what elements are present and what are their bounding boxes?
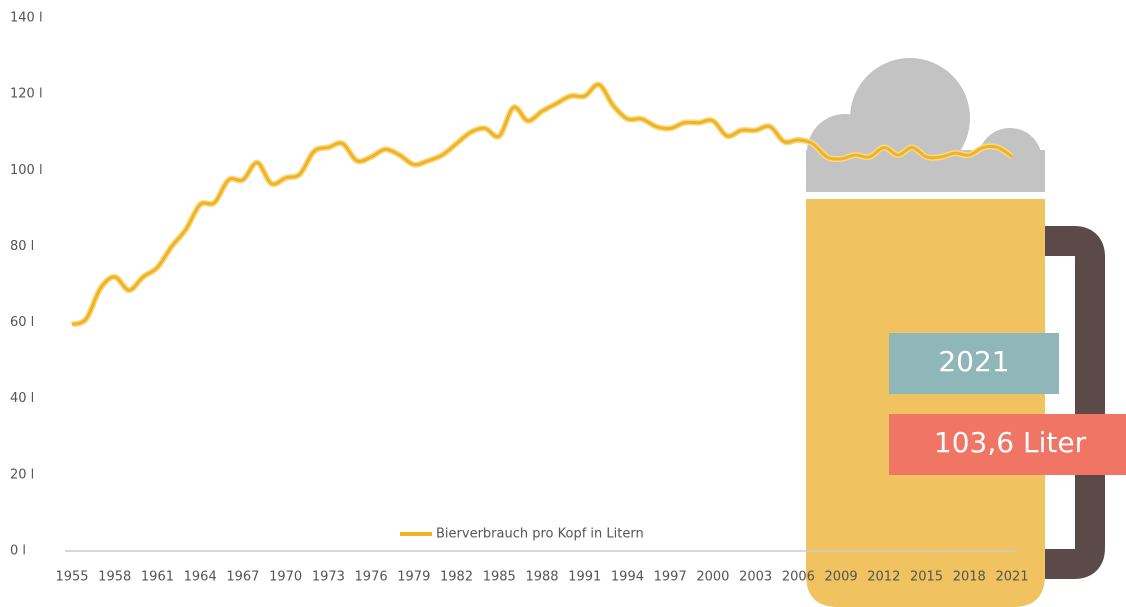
y-tick-label: 100 l (10, 163, 43, 178)
y-tick-label: 0 l (10, 544, 26, 559)
x-tick-label: 2003 (739, 570, 772, 585)
amount-box (889, 414, 1126, 475)
x-tick-label: 2018 (953, 570, 986, 585)
x-tick-label: 1988 (525, 570, 558, 585)
legend-label: Bierverbrauch pro Kopf in Litern (436, 527, 644, 542)
x-tick-label: 2021 (995, 570, 1028, 585)
mug-body (806, 199, 1045, 607)
x-tick-label: 2000 (696, 570, 729, 585)
x-tick-label: 2012 (867, 570, 900, 585)
x-tick-label: 2015 (910, 570, 943, 585)
x-tick-label: 1982 (440, 570, 473, 585)
x-tick-label: 1985 (483, 570, 516, 585)
x-tick-label: 1979 (397, 570, 430, 585)
x-tick-label: 1967 (226, 570, 259, 585)
amount-annotation: 103,6 Liter (934, 426, 1087, 459)
x-tick-label: 1991 (568, 570, 601, 585)
y-tick-label: 20 l (10, 467, 34, 482)
x-tick-label: 1994 (611, 570, 644, 585)
y-tick-label: 80 l (10, 239, 34, 254)
x-tick-label: 2009 (825, 570, 858, 585)
year-box (889, 333, 1059, 394)
x-tick-label: 1961 (141, 570, 174, 585)
x-tick-label: 1964 (184, 570, 217, 585)
y-tick-label: 140 l (10, 11, 43, 26)
y-tick-label: 60 l (10, 315, 34, 330)
beer-mug (806, 58, 1105, 607)
x-tick-label: 2006 (782, 570, 815, 585)
series-line (71, 83, 1013, 326)
x-tick-label: 1976 (355, 570, 388, 585)
x-tick-label: 1970 (269, 570, 302, 585)
x-tick-label: 1958 (98, 570, 131, 585)
foam (806, 58, 1045, 192)
x-tick-label: 1973 (312, 570, 345, 585)
y-tick-label: 120 l (10, 87, 43, 102)
mug-handle (1045, 226, 1105, 579)
year-annotation: 2021 (938, 345, 1009, 378)
x-tick-label: 1955 (55, 570, 88, 585)
x-tick-label: 1997 (654, 570, 687, 585)
y-tick-label: 40 l (10, 391, 34, 406)
